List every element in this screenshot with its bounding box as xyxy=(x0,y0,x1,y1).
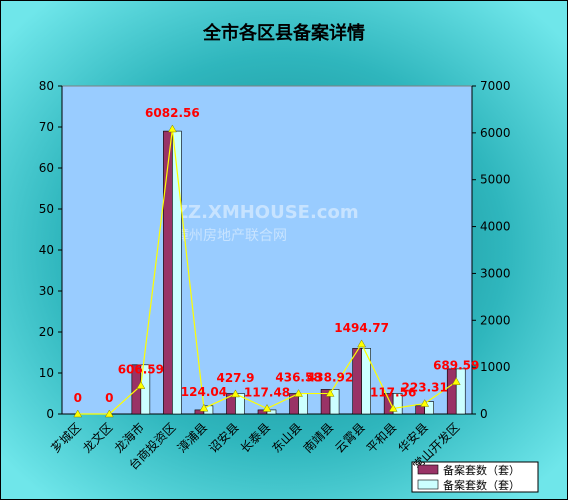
bar xyxy=(235,393,245,415)
y2-tick-label: 3000 xyxy=(480,266,511,280)
data-label: 438.92 xyxy=(307,370,353,384)
bar xyxy=(172,130,182,415)
watermark-text: 漳州房地产联合网 xyxy=(175,227,287,244)
line-marker xyxy=(231,389,240,398)
legend-label: 备案套数（套） xyxy=(443,463,520,477)
y2-tick-label: 0 xyxy=(480,407,488,421)
line-marker xyxy=(199,403,209,412)
bar xyxy=(140,364,151,415)
bar xyxy=(424,401,434,415)
y-tick-label: 30 xyxy=(39,284,54,298)
y2-tick-label: 6000 xyxy=(480,126,511,140)
data-label: 689.59 xyxy=(433,359,479,373)
bar xyxy=(329,389,340,415)
line-marker xyxy=(294,389,303,397)
y-tick-label: 40 xyxy=(39,243,54,257)
y2-tick-label: 2000 xyxy=(480,313,511,327)
y-tick-label: 50 xyxy=(39,202,54,216)
data-label: 124.04 xyxy=(181,385,227,399)
line-marker xyxy=(388,403,398,412)
bar xyxy=(266,409,277,415)
plot-area xyxy=(61,85,473,415)
data-label: 436.58 xyxy=(275,371,321,385)
y-tick-label: 70 xyxy=(39,120,54,134)
line-marker xyxy=(451,377,461,385)
watermark-text: ZZ.XMHOUSE.com xyxy=(175,202,359,223)
bar xyxy=(352,348,362,415)
y2-tick-label: 4000 xyxy=(480,220,511,234)
data-label: 606.59 xyxy=(118,363,164,377)
bar xyxy=(361,348,371,415)
legend-label: 备案套数（套） xyxy=(443,478,520,492)
data-label: 117.56 xyxy=(370,385,416,399)
data-label: 0 xyxy=(74,391,82,405)
line-marker xyxy=(136,381,146,389)
data-label: 427.9 xyxy=(216,371,254,385)
y-tick-label: 0 xyxy=(46,407,54,421)
y2-tick-label: 1000 xyxy=(480,360,511,374)
line-marker xyxy=(420,399,430,407)
data-label: 1494.77 xyxy=(334,321,389,335)
y2-tick-label: 7000 xyxy=(480,79,511,93)
y-tick-label: 10 xyxy=(39,366,54,380)
y-tick-label: 60 xyxy=(39,161,54,175)
legend-swatch xyxy=(417,479,439,490)
bar xyxy=(392,393,403,415)
chart-title: 全市各区县备案详情 xyxy=(202,22,365,44)
bar xyxy=(163,130,173,415)
line-marker xyxy=(104,409,114,418)
y-tick-label: 20 xyxy=(39,325,54,339)
legend-swatch xyxy=(417,464,439,475)
bar xyxy=(446,368,457,415)
y-tick-label: 80 xyxy=(39,79,54,93)
watermark: ZZ.XMHOUSE.com 漳州房地产联合网 xyxy=(175,202,359,244)
y2-tick-label: 5000 xyxy=(480,173,511,187)
data-label: 223.31 xyxy=(402,381,448,395)
line-marker xyxy=(325,388,335,397)
data-label: 6082.56 xyxy=(145,106,200,120)
data-label: 0 xyxy=(105,391,113,405)
line-marker xyxy=(167,124,177,133)
data-label: 117.48 xyxy=(244,385,290,399)
line-marker xyxy=(262,403,272,412)
line-marker xyxy=(73,409,83,418)
bar xyxy=(455,368,466,415)
bar xyxy=(415,405,425,415)
line-marker xyxy=(357,339,367,348)
